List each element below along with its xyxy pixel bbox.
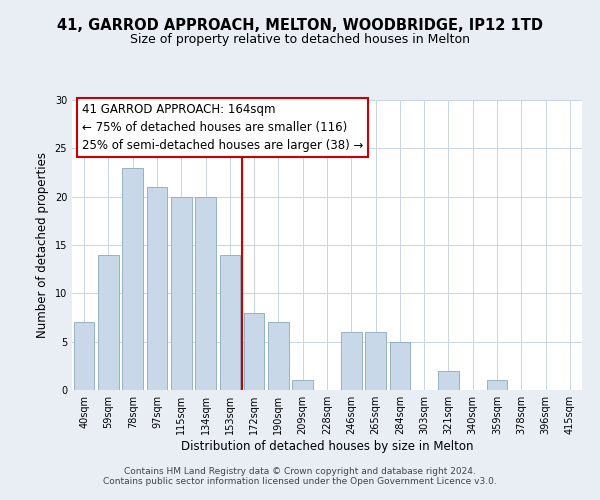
Bar [220, 254, 240, 390]
Text: Contains HM Land Registry data © Crown copyright and database right 2024.: Contains HM Land Registry data © Crown c… [124, 467, 476, 476]
Bar [146, 187, 167, 390]
Bar [244, 312, 265, 390]
Text: Size of property relative to detached houses in Melton: Size of property relative to detached ho… [130, 32, 470, 46]
Bar [122, 168, 143, 390]
Bar [292, 380, 313, 390]
Bar [171, 196, 191, 390]
Text: 41 GARROD APPROACH: 164sqm
← 75% of detached houses are smaller (116)
25% of sem: 41 GARROD APPROACH: 164sqm ← 75% of deta… [82, 103, 364, 152]
X-axis label: Distribution of detached houses by size in Melton: Distribution of detached houses by size … [181, 440, 473, 453]
Bar [195, 196, 216, 390]
Bar [365, 332, 386, 390]
Text: Contains public sector information licensed under the Open Government Licence v3: Contains public sector information licen… [103, 477, 497, 486]
Text: 41, GARROD APPROACH, MELTON, WOODBRIDGE, IP12 1TD: 41, GARROD APPROACH, MELTON, WOODBRIDGE,… [57, 18, 543, 32]
Bar [487, 380, 508, 390]
Y-axis label: Number of detached properties: Number of detached properties [36, 152, 49, 338]
Bar [438, 370, 459, 390]
Bar [341, 332, 362, 390]
Bar [98, 254, 119, 390]
Bar [389, 342, 410, 390]
Bar [268, 322, 289, 390]
Bar [74, 322, 94, 390]
